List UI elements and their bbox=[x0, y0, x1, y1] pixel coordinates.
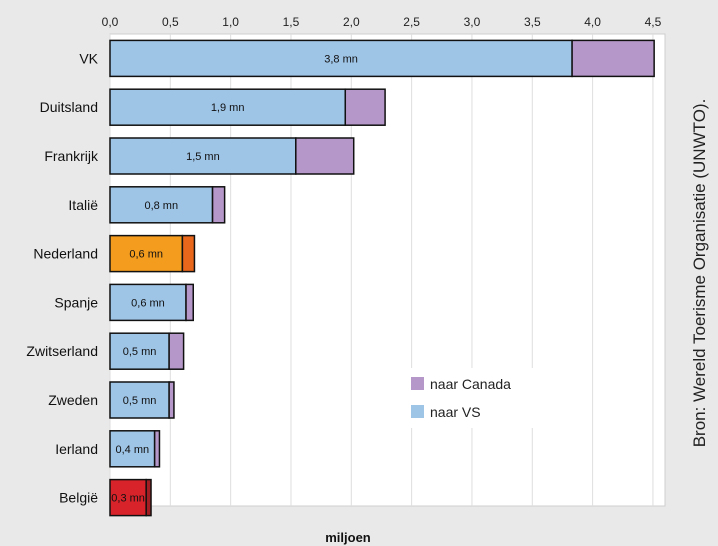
bar-value-label: 0,8 mn bbox=[144, 200, 178, 212]
x-tick-label: 4,5 bbox=[645, 15, 662, 29]
category-label: Zwitserland bbox=[26, 343, 98, 359]
bar-vs bbox=[109, 430, 156, 468]
bar-canada bbox=[211, 186, 226, 224]
bar-value-label: 0,4 mn bbox=[116, 444, 150, 456]
bar-canada bbox=[571, 39, 655, 78]
bar-canada bbox=[145, 478, 152, 517]
x-tick-label: 0,5 bbox=[162, 15, 179, 29]
bar-canada bbox=[153, 430, 161, 468]
legend: naar Canada naar VS bbox=[398, 368, 538, 428]
category-label: Zweden bbox=[48, 392, 98, 408]
legend-swatch-canada bbox=[411, 377, 424, 390]
bar-vs bbox=[109, 137, 297, 175]
category-labels: VK Duitsland Frankrijk Italië Nederland Spanj… bbox=[26, 50, 99, 505]
x-tick-label: 1,0 bbox=[222, 15, 239, 29]
bar-canada bbox=[181, 234, 196, 273]
category-label: Ierland bbox=[55, 441, 98, 457]
category-label: VK bbox=[79, 50, 98, 66]
bar-canada bbox=[344, 88, 386, 126]
x-tick-label: 4,0 bbox=[584, 15, 601, 29]
bar-vs bbox=[109, 234, 184, 273]
bar-value-label: 0,6 mn bbox=[131, 297, 165, 309]
bars: 3,8 mn 1,9 mn 1,5 mn 0,8 mn 0,6 mn 0,6 mn 0,5 … bbox=[109, 39, 655, 517]
x-tick-label: 3,0 bbox=[464, 15, 481, 29]
x-tick-label: 2,5 bbox=[403, 15, 420, 29]
bar-value-label: 0,3 mn bbox=[111, 493, 145, 505]
x-axis-ticks: 0,0 0,5 1,0 1,5 2,0 2,5 3,0 3,5 4,0 4,5 bbox=[102, 15, 662, 29]
x-tick-label: 2,0 bbox=[343, 15, 360, 29]
category-label: Italië bbox=[68, 197, 98, 213]
bar-value-label: 1,5 mn bbox=[186, 151, 220, 163]
bar-canada bbox=[168, 381, 175, 419]
category-label: Duitsland bbox=[40, 99, 98, 115]
x-tick-label: 0,0 bbox=[102, 15, 119, 29]
category-label: Spanje bbox=[54, 294, 98, 310]
bar-vs bbox=[109, 39, 573, 78]
category-label: België bbox=[59, 490, 98, 506]
bar-value-label: 0,6 mn bbox=[129, 249, 163, 261]
bar-value-label: 3,8 mn bbox=[324, 53, 358, 65]
bar-vs bbox=[109, 478, 147, 517]
legend-label-canada: naar Canada bbox=[430, 376, 511, 392]
bar-value-label: 0,5 mn bbox=[123, 346, 157, 358]
bar-value-label: 0,5 mn bbox=[123, 395, 157, 407]
bar-canada bbox=[295, 137, 355, 175]
legend-swatch-vs bbox=[411, 405, 424, 418]
source-text: Bron: Wereld Toerisme Organisatie (UNWTO… bbox=[690, 99, 709, 448]
bar-vs bbox=[109, 88, 347, 126]
bar-value-label: 1,9 mn bbox=[211, 102, 245, 114]
x-tick-label: 3,5 bbox=[524, 15, 541, 29]
category-label: Nederland bbox=[33, 246, 98, 262]
bar-canada bbox=[185, 283, 194, 322]
category-label: Frankrijk bbox=[44, 148, 99, 164]
x-tick-label: 1,5 bbox=[283, 15, 300, 29]
bar-vs bbox=[109, 186, 214, 224]
legend-label-vs: naar VS bbox=[430, 404, 481, 420]
bar-vs bbox=[109, 283, 187, 322]
x-axis-label: miljoen bbox=[325, 530, 371, 545]
bar-canada bbox=[168, 332, 185, 370]
